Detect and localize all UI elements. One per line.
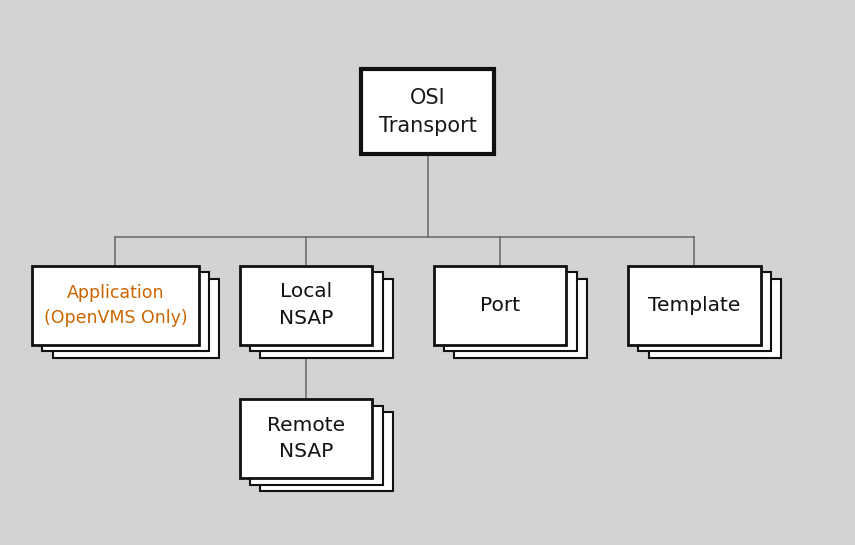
Bar xyxy=(445,272,576,351)
Text: Application
(OpenVMS Only): Application (OpenVMS Only) xyxy=(44,284,187,326)
Bar xyxy=(433,265,566,345)
Bar xyxy=(239,265,373,345)
Text: OSI
Transport: OSI Transport xyxy=(379,88,476,136)
Bar xyxy=(361,69,493,154)
Text: Port: Port xyxy=(481,296,520,314)
Text: Remote
NSAP: Remote NSAP xyxy=(267,416,345,462)
Bar xyxy=(42,272,209,351)
Bar xyxy=(628,265,761,345)
Bar xyxy=(455,279,587,358)
Bar xyxy=(649,279,781,358)
Bar xyxy=(260,279,393,358)
Bar xyxy=(53,279,219,358)
Bar xyxy=(250,272,383,351)
Text: Template: Template xyxy=(648,296,740,314)
Bar xyxy=(260,413,393,492)
Bar xyxy=(32,265,198,345)
Text: Local
NSAP: Local NSAP xyxy=(279,282,333,328)
Bar xyxy=(239,399,373,479)
Bar xyxy=(250,405,383,485)
Bar xyxy=(638,272,771,351)
